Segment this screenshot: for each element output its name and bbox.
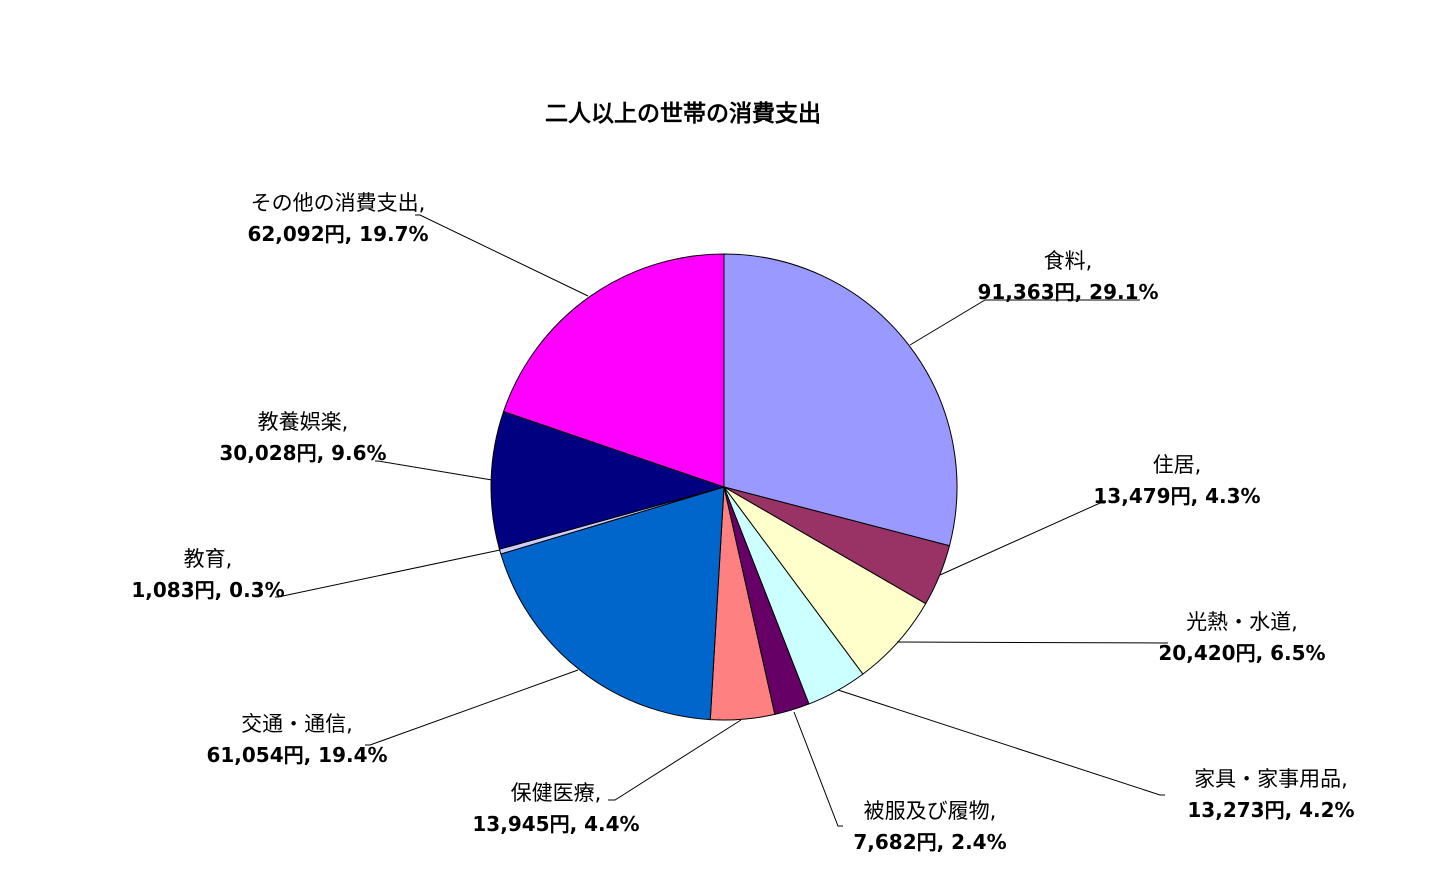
slice-label-value: 91,363円, 29.1% — [977, 280, 1158, 304]
leader-line — [939, 502, 1105, 576]
pie-slice-6 — [500, 486, 725, 721]
slice-label-name: 家具・家事用品, — [1194, 767, 1348, 791]
slice-label-name: 教育, — [184, 547, 233, 571]
slice-label-name: 保健医療, — [511, 781, 602, 805]
leader-line — [365, 669, 579, 746]
slice-label-name: 教養娯楽, — [258, 410, 349, 434]
slice-label-value: 20,420円, 6.5% — [1158, 641, 1325, 665]
slice-label-value: 13,945円, 4.4% — [472, 812, 639, 836]
leader-line — [896, 641, 1168, 644]
slice-label-value: 1,083円, 0.3% — [131, 578, 284, 602]
slice-label-value: 30,028円, 9.6% — [219, 441, 386, 465]
slice-label-name: 住居, — [1153, 453, 1202, 477]
leader-line — [909, 299, 1140, 346]
slice-label-name: 食料, — [1044, 249, 1093, 273]
leader-line — [793, 711, 843, 827]
slice-label-value: 62,092円, 19.7% — [247, 222, 428, 246]
slice-label-name: 被服及び履物, — [864, 799, 997, 823]
chart-title: 二人以上の世帯の消費支出 — [545, 100, 821, 127]
leader-line — [375, 460, 493, 481]
pie-slice-0 — [723, 253, 958, 547]
pie-slice-9 — [502, 253, 725, 488]
slice-label-value: 13,273円, 4.2% — [1187, 798, 1354, 822]
slice-label-name: 交通・通信, — [241, 712, 353, 736]
leader-line — [837, 689, 1165, 796]
slice-label-name: 光熱・水道, — [1186, 610, 1298, 634]
slice-label-value: 7,682円, 2.4% — [853, 830, 1006, 854]
slice-label-value: 13,479円, 4.3% — [1093, 484, 1260, 508]
slice-label-value: 61,054円, 19.4% — [206, 743, 387, 767]
leader-line — [415, 214, 589, 297]
slice-label-name: その他の消費支出, — [251, 191, 426, 215]
leader-line — [608, 719, 742, 801]
leader-line — [275, 549, 501, 598]
